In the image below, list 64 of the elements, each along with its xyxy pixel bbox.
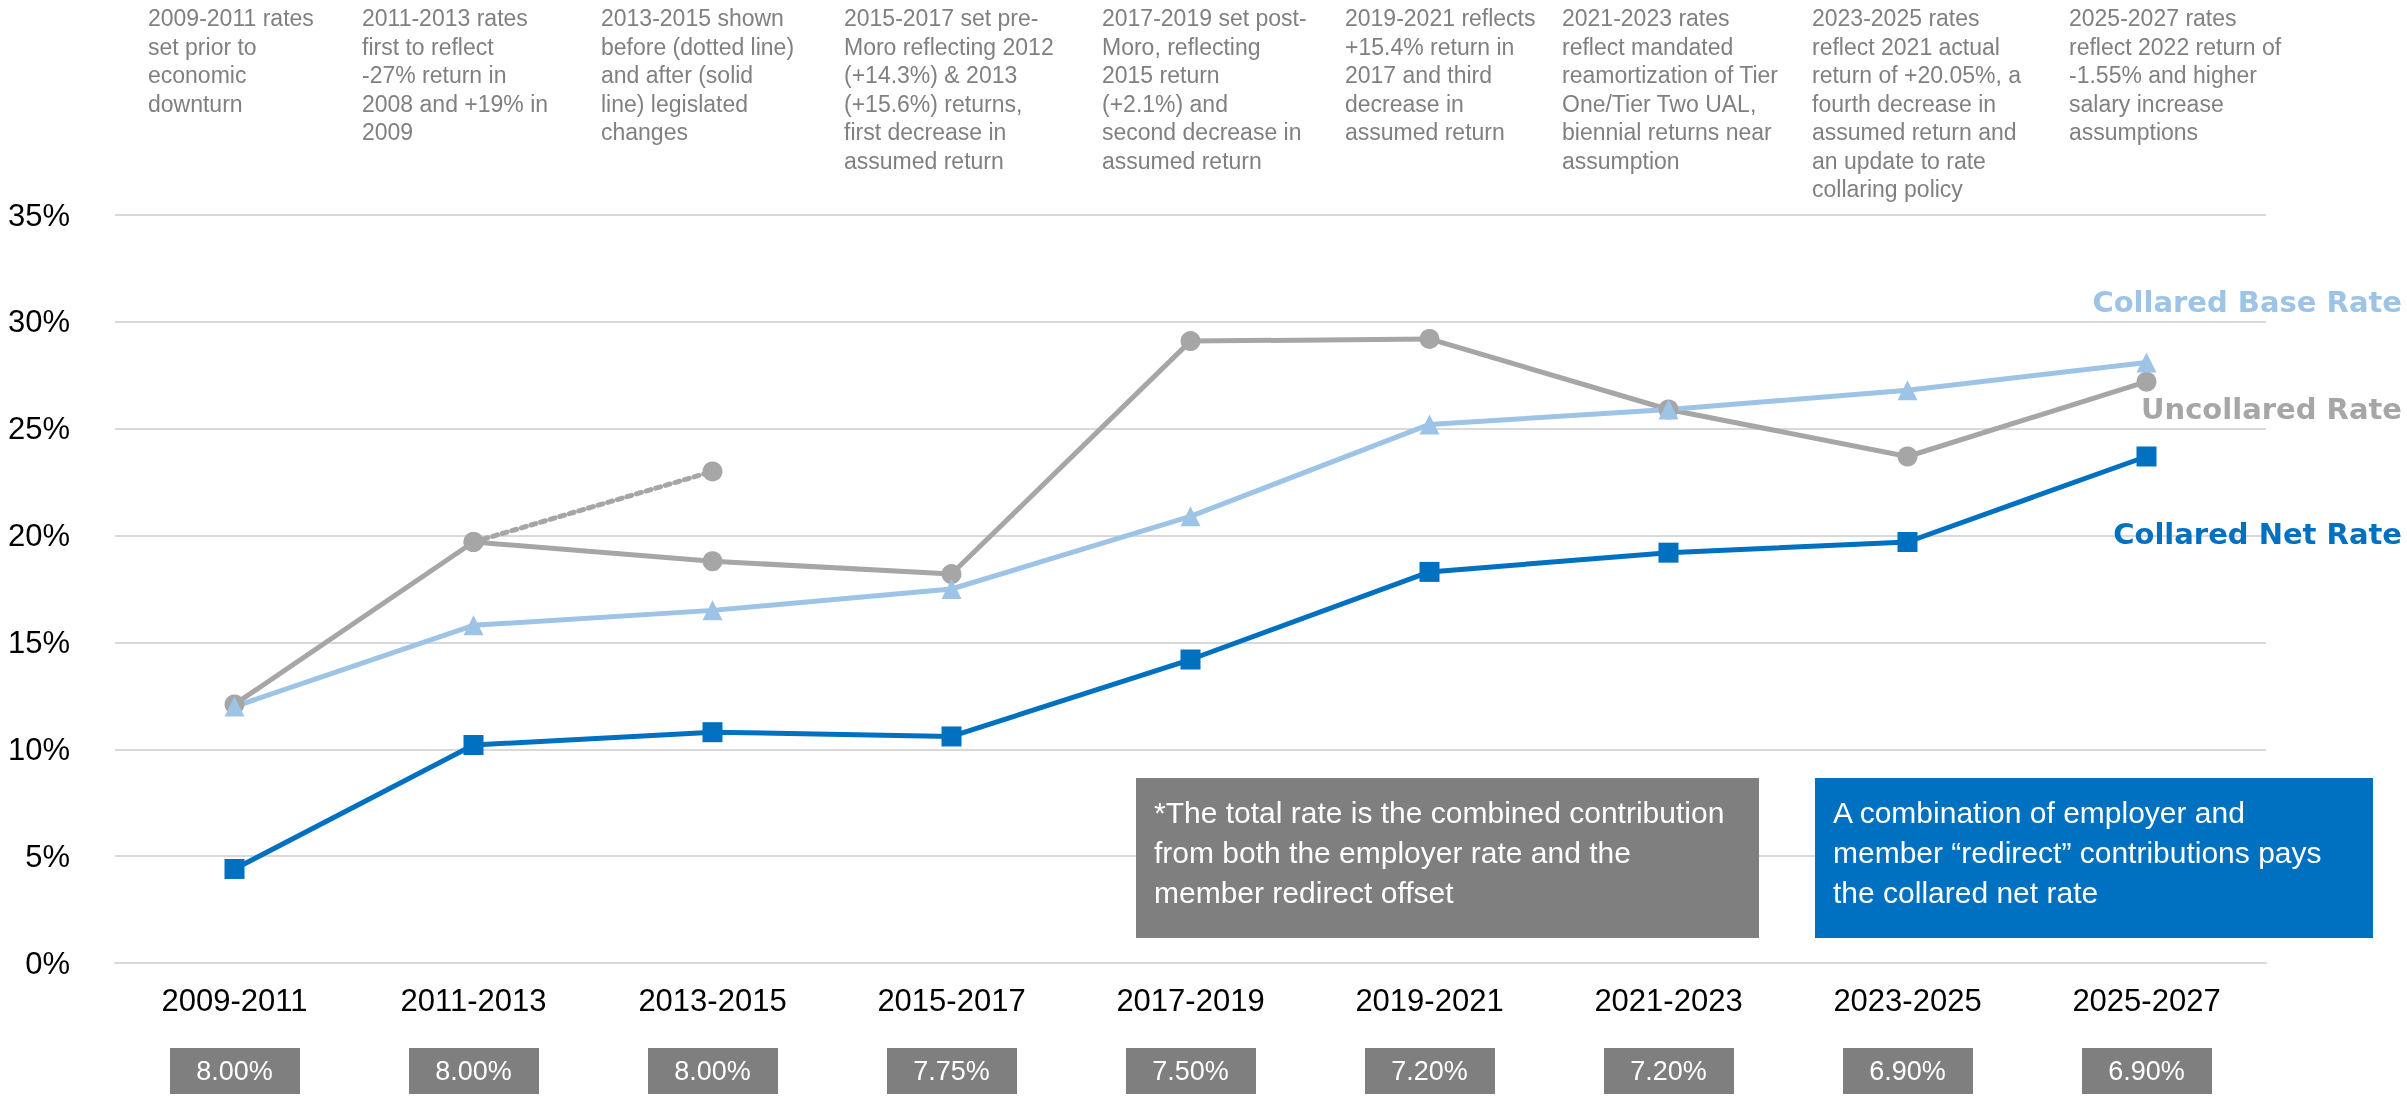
point [941,564,962,585]
point [224,858,245,879]
callout-box: A combination of employer and member “redirect” contributions pays the collared net rate [1815,778,2373,938]
label-box: 6.90% [1842,1048,1973,1094]
x-tick-label: 2015-2017 [877,983,1026,1018]
y-tick-label: 15% [7,624,70,660]
point [941,726,962,747]
point [463,735,484,756]
text: 2009-2011 rates set prior to economic downturn [148,4,315,118]
y-tick-label: 10% [7,731,70,767]
text: 2021-2023 rates reflect mandated reamortization of Tier One/Tier Two UAL, biennial returns near assumption [1562,4,1780,175]
point [463,615,484,636]
y-tick-label: 20% [7,518,70,554]
point [1419,328,1440,349]
point [1897,531,1918,552]
text: 2017-2019 set post-Moro, reflecting 2015 return (+2.1%) and second decrease in assumed return [1102,4,1307,175]
point [702,600,723,621]
label-box: 8.00% [169,1048,300,1094]
x-tick-label: 2017-2019 [1116,983,1265,1018]
point [1180,649,1201,670]
label-box: 7.20% [1364,1048,1495,1094]
y-tick-label: 5% [25,838,70,874]
series-label: Uncollared Rate [2140,391,2402,426]
point [1897,380,1918,401]
x-tick-label: 2011-2013 [400,983,547,1018]
y-tick-label: 30% [7,304,70,340]
x-tick-label: 2009-2011 [161,983,308,1018]
point [2136,371,2157,392]
x-tick-label: 2023-2025 [1833,983,1982,1018]
point [1897,446,1918,467]
point [1419,561,1440,582]
label-box: 7.75% [886,1048,1017,1094]
point [1419,414,1440,435]
series-label: Collared Base Rate [2092,285,2402,320]
series-label: Collared Net Rate [2113,517,2402,552]
point [2136,446,2157,467]
x-tick-label: 2025-2027 [2072,983,2221,1018]
x-tick-label: 2021-2023 [1594,983,1743,1018]
text: 2015-2017 set pre-Moro reflecting 2012 (+14.3%) & 2013 (+15.6%) returns, first decrease in assumed return [844,4,1055,175]
point [702,551,723,572]
x-tick-label: 2013-2015 [638,983,787,1018]
point [1180,506,1201,527]
point [463,531,484,552]
label-box: 8.00% [647,1048,778,1094]
point [1658,542,1679,563]
y-tick-label: 25% [7,411,70,447]
label-box: 6.90% [2081,1048,2212,1094]
label-box: 7.50% [1125,1048,1256,1094]
point [1180,331,1201,352]
x-tick-label: 2019-2021 [1355,983,1504,1018]
point [702,722,723,743]
label-box: 7.20% [1603,1048,1734,1094]
point [2136,352,2157,373]
text: 2011-2013 rates first to reflect -27% return in 2008 and +19% in 2009 [362,4,550,147]
text: 2025-2027 rates reflect 2022 return of -1.55% and higher salary increase assumptions [2069,4,2283,147]
text: 2013-2015 shown before (dotted line) and after (solid line) legislated changes [601,4,796,147]
point [941,579,962,599]
y-tick-label: 35% [7,197,70,233]
text: 2023-2025 rates reflect 2021 actual return of +20.05%, a fourth decrease in assumed return and an update to rate collaring policy [1812,4,2023,204]
y-tick-label: 0% [25,945,70,981]
callout-box: *The total rate is the combined contribution from both the employer rate and the member redirect offset [1136,778,1759,938]
label-box: 8.00% [408,1048,539,1094]
text: 2019-2021 reflects +15.4% return in 2017 and third decrease in assumed return [1345,4,1537,147]
point [702,461,723,482]
